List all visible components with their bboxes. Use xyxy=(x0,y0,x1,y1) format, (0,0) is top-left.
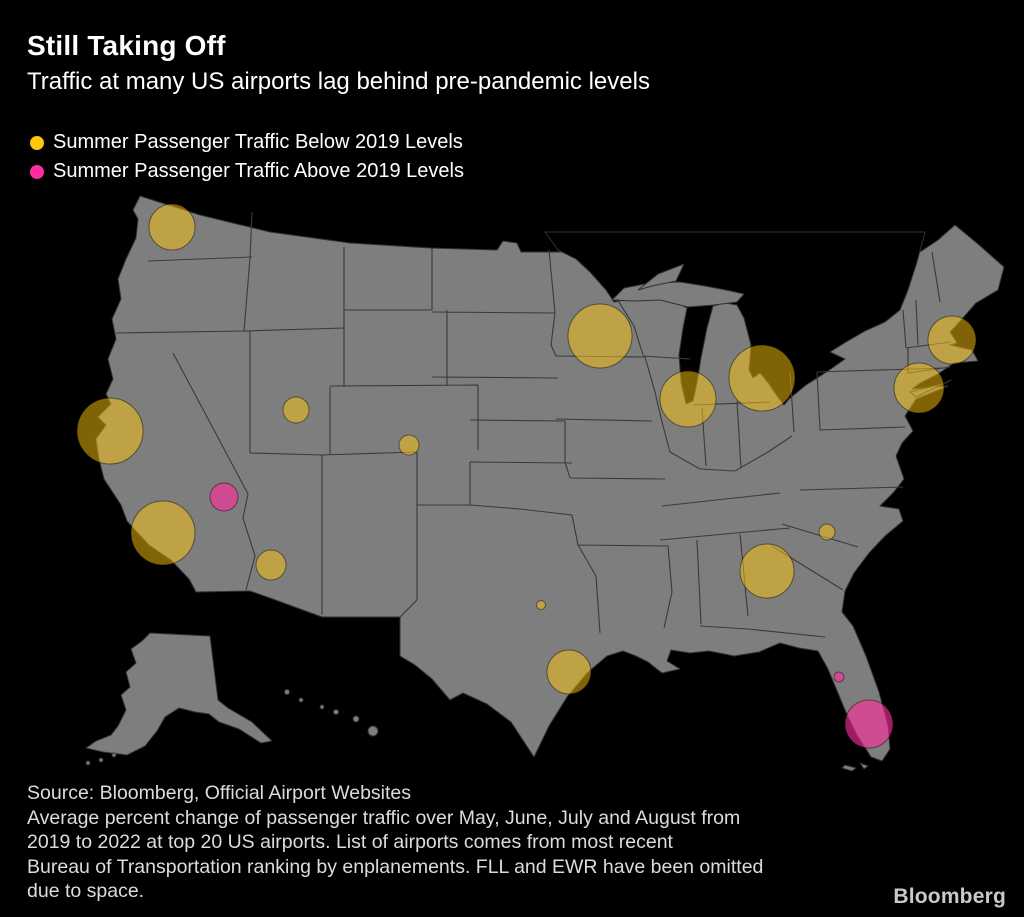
legend: Summer Passenger Traffic Below 2019 Leve… xyxy=(30,128,464,186)
bubble-chicago[interactable] xyxy=(659,370,717,428)
map-hawaii xyxy=(284,689,379,737)
bubble-minneapolis-st-paul[interactable] xyxy=(567,303,633,369)
source-line: Bureau of Transportation ranking by enpl… xyxy=(27,855,764,878)
map-alaska xyxy=(85,632,273,756)
source-line: due to space. xyxy=(27,880,145,902)
bubble-detroit[interactable] xyxy=(728,344,796,412)
bubble-phoenix[interactable] xyxy=(255,549,287,581)
bubble-boston[interactable] xyxy=(927,315,977,365)
page-title: Still Taking Off xyxy=(27,30,226,61)
bubble-los-angeles[interactable] xyxy=(130,500,196,566)
source-note: Source: Bloomberg, Official Airport Webs… xyxy=(27,781,763,904)
legend-item-below-2019: Summer Passenger Traffic Below 2019 Leve… xyxy=(30,128,464,157)
page-subtitle: Traffic at many US airports lag behind p… xyxy=(27,68,650,95)
bubble-salt-lake-city[interactable] xyxy=(282,396,310,424)
source-line: Average percent change of passenger traf… xyxy=(27,806,741,829)
bubble-denver[interactable] xyxy=(398,434,420,456)
bubble-atlanta[interactable] xyxy=(739,543,795,599)
bubble-dallas-fort-worth[interactable] xyxy=(536,600,546,610)
bubble-orlando[interactable] xyxy=(833,671,845,683)
legend-label-above: Summer Passenger Traffic Above 2019 Leve… xyxy=(53,160,464,182)
legend-dot-below-icon xyxy=(30,135,44,150)
legend-label-below: Summer Passenger Traffic Below 2019 Leve… xyxy=(53,131,463,153)
bubble-new-york[interactable] xyxy=(893,362,945,414)
source-line: 2019 to 2022 at top 20 US airports. List… xyxy=(27,831,673,853)
airport-bubbles xyxy=(76,203,977,749)
map-florida-keys xyxy=(841,762,869,772)
map-keweenaw xyxy=(637,263,685,291)
map-aleutian-islands xyxy=(85,752,117,766)
bloomberg-logo: Bloomberg xyxy=(893,885,1006,908)
bubble-houston[interactable] xyxy=(546,649,592,695)
legend-dot-above-icon xyxy=(30,164,44,179)
bubble-san-francisco[interactable] xyxy=(76,397,144,465)
bubble-seattle[interactable] xyxy=(148,203,196,251)
bubble-miami[interactable] xyxy=(844,699,894,749)
legend-item-above-2019: Summer Passenger Traffic Above 2019 Leve… xyxy=(30,157,464,186)
bubble-las-vegas[interactable] xyxy=(209,482,239,512)
bubble-charlotte[interactable] xyxy=(818,523,836,541)
source-line: Source: Bloomberg, Official Airport Webs… xyxy=(27,782,412,804)
